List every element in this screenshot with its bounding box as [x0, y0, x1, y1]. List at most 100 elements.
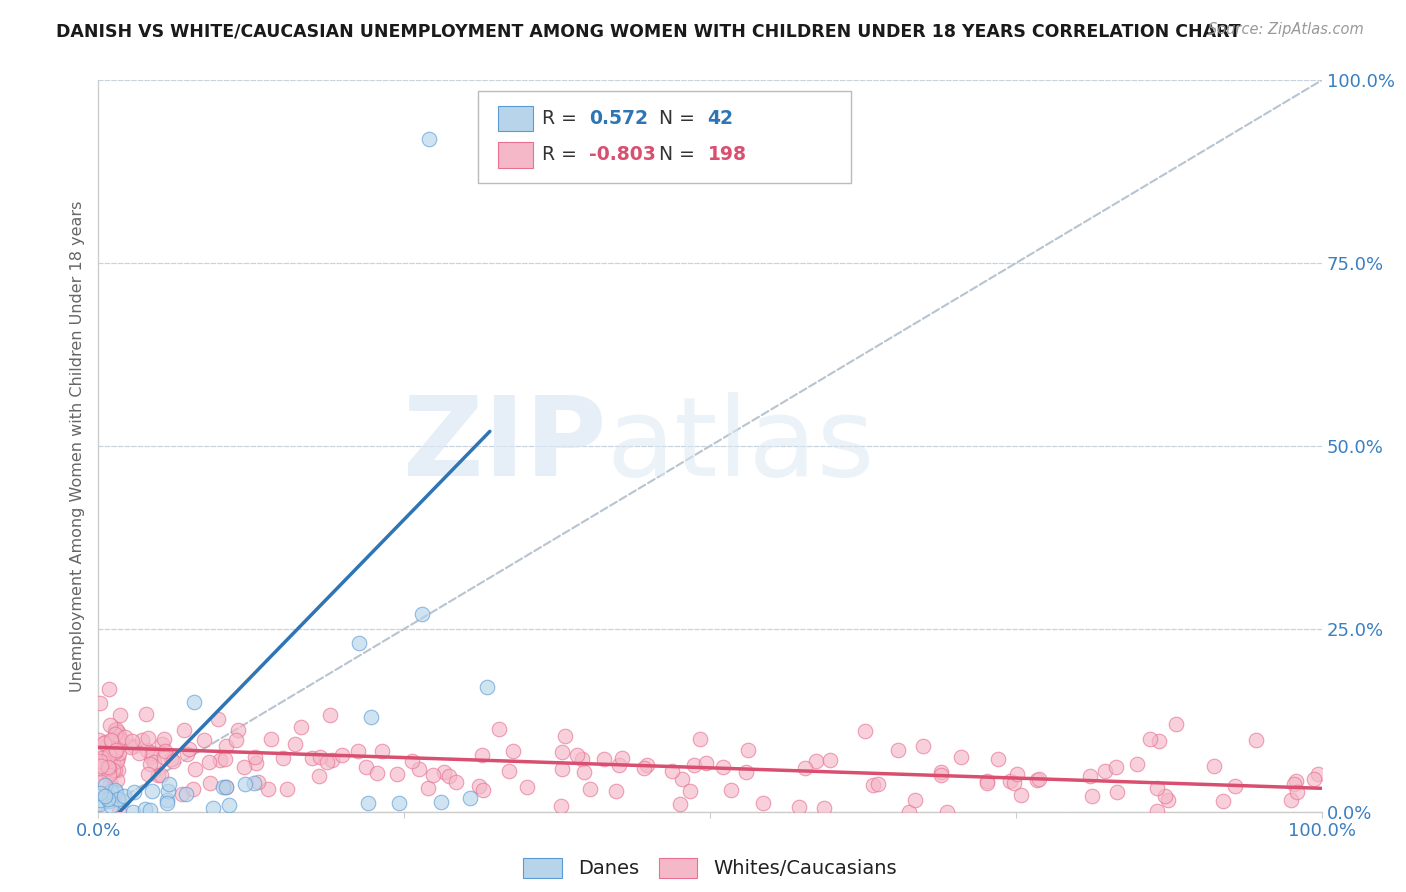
Point	[136, 743, 159, 757]
Point	[1105, 760, 1128, 774]
Point	[498, 764, 520, 778]
Point	[181, 782, 204, 797]
Point	[1303, 772, 1326, 786]
Point	[550, 799, 572, 814]
Text: N =: N =	[658, 145, 695, 164]
Point	[214, 752, 236, 766]
Point	[193, 733, 215, 747]
Point	[201, 801, 224, 815]
Point	[120, 739, 142, 754]
Point	[143, 755, 166, 769]
Point	[207, 712, 229, 726]
Point	[711, 760, 734, 774]
Point	[157, 777, 180, 791]
Point	[225, 732, 247, 747]
Point	[89, 696, 111, 710]
Point	[177, 742, 200, 756]
Point	[94, 778, 117, 792]
Point	[98, 774, 121, 789]
Point	[215, 739, 238, 753]
Text: -0.803: -0.803	[589, 145, 655, 164]
Point	[1286, 785, 1309, 799]
Point	[245, 756, 267, 771]
Point	[173, 723, 195, 737]
Point	[153, 744, 176, 758]
Point	[679, 784, 702, 798]
Point	[347, 636, 370, 650]
Point	[98, 759, 121, 773]
Point	[235, 777, 257, 791]
Point	[301, 750, 323, 764]
Point	[315, 756, 337, 770]
Point	[418, 781, 440, 796]
Point	[136, 731, 159, 746]
Point	[89, 797, 111, 811]
Point	[752, 796, 775, 810]
Point	[100, 734, 122, 748]
Point	[226, 723, 249, 738]
Point	[987, 752, 1010, 766]
Point	[612, 751, 634, 765]
Point	[104, 727, 127, 741]
Point	[418, 132, 440, 146]
Point	[141, 784, 163, 798]
Point	[1284, 777, 1306, 791]
Point	[430, 795, 453, 809]
Text: 0.572: 0.572	[589, 109, 648, 128]
Point	[437, 769, 460, 783]
Point	[94, 789, 117, 804]
Point	[100, 747, 122, 762]
Point	[346, 744, 368, 758]
Point	[330, 748, 353, 763]
Point	[284, 737, 307, 751]
Point	[100, 732, 122, 747]
Point	[107, 805, 129, 819]
Point	[136, 767, 159, 781]
Point	[90, 750, 112, 764]
Point	[198, 755, 221, 769]
Bar	[498, 143, 533, 168]
Point	[104, 783, 127, 797]
Point	[695, 756, 717, 770]
Point	[502, 744, 524, 758]
Point	[422, 767, 444, 781]
Point	[97, 736, 120, 750]
Point	[107, 791, 129, 805]
Point	[636, 758, 658, 772]
Point	[411, 607, 433, 622]
Text: ZIP: ZIP	[402, 392, 606, 500]
Point	[551, 762, 574, 776]
Point	[1244, 733, 1267, 747]
Point	[321, 753, 343, 767]
Point	[689, 731, 711, 746]
Bar	[498, 106, 533, 131]
Point	[318, 708, 340, 723]
Point	[669, 797, 692, 811]
Point	[388, 796, 411, 810]
Point	[1204, 759, 1226, 773]
Point	[93, 736, 115, 750]
Point	[108, 708, 131, 723]
Point	[471, 748, 494, 763]
Point	[104, 743, 127, 757]
Point	[153, 749, 176, 764]
Point	[607, 757, 630, 772]
Point	[1281, 793, 1303, 807]
Point	[243, 776, 266, 790]
Point	[111, 794, 134, 808]
Point	[104, 754, 127, 768]
Point	[1154, 789, 1177, 803]
Point	[271, 751, 294, 765]
Text: N =: N =	[658, 109, 695, 128]
Point	[209, 753, 232, 767]
Text: 198: 198	[707, 145, 747, 164]
Point	[787, 800, 810, 814]
Point	[110, 737, 132, 751]
Point	[146, 768, 169, 782]
Point	[246, 774, 269, 789]
Point	[516, 780, 538, 794]
Point	[91, 746, 114, 760]
Point	[243, 750, 266, 764]
Point	[134, 802, 156, 816]
Point	[184, 762, 207, 776]
